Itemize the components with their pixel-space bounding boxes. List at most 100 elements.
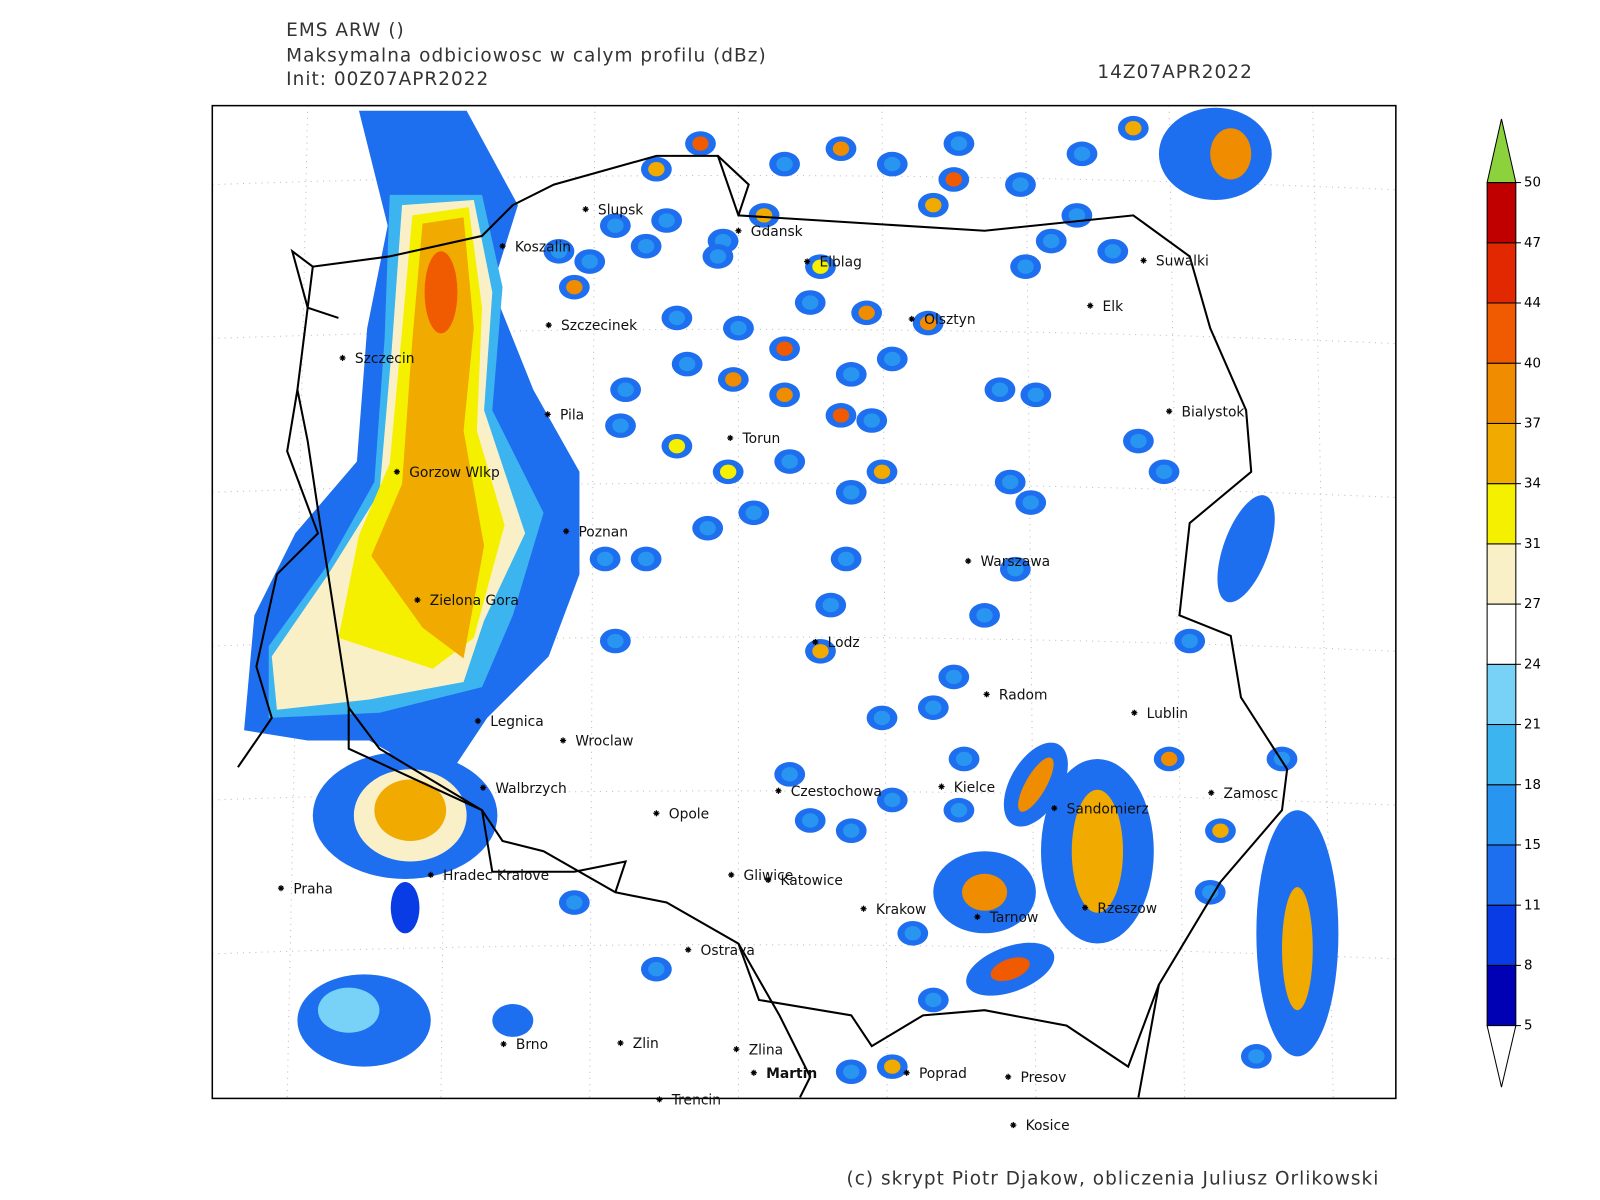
echo-cell-core bbox=[945, 669, 963, 685]
echo-cell-core bbox=[991, 382, 1009, 397]
city-label: Lodz bbox=[828, 635, 860, 651]
city-marker bbox=[775, 787, 782, 794]
echo-cell-core bbox=[607, 218, 624, 233]
city-marker bbox=[974, 913, 981, 920]
city-label: Brno bbox=[516, 1037, 548, 1053]
colorbar-segment bbox=[1486, 784, 1517, 846]
valid-time: 14Z07APR2022 bbox=[1097, 62, 1252, 83]
echo-cell-core bbox=[873, 710, 891, 726]
echo-cell-core bbox=[1202, 885, 1219, 900]
echo-area bbox=[317, 987, 380, 1033]
echo-cell-core bbox=[832, 141, 850, 156]
city-marker bbox=[750, 1069, 757, 1076]
echo-cell-core bbox=[637, 238, 655, 254]
colorbar-segment bbox=[1486, 663, 1517, 726]
echo-cell-core bbox=[843, 1064, 860, 1079]
init-time: Init: 00Z07APR2022 bbox=[286, 69, 489, 90]
city-marker bbox=[938, 783, 945, 790]
city-marker bbox=[582, 206, 589, 213]
echo-area bbox=[1217, 495, 1275, 603]
city-marker bbox=[544, 411, 551, 418]
echo-cell-core bbox=[1130, 433, 1147, 449]
map-frame bbox=[211, 104, 1397, 1100]
echo-cell-core bbox=[945, 172, 963, 187]
city-label: Elblag bbox=[819, 255, 861, 271]
colorbar-segment bbox=[1486, 182, 1517, 244]
city-marker bbox=[393, 468, 400, 475]
echo-cell-core bbox=[925, 700, 942, 715]
echo-cell-core bbox=[776, 156, 793, 172]
echo-cell-core bbox=[1007, 562, 1024, 577]
echo-cell-core bbox=[1248, 1049, 1265, 1064]
echo-cell-core bbox=[566, 895, 583, 910]
colorbar-segment bbox=[1486, 603, 1517, 665]
echo-cell-core bbox=[719, 464, 737, 479]
echo-area bbox=[371, 217, 485, 659]
city-label: Szczecinek bbox=[561, 318, 637, 334]
echo-cell-core bbox=[776, 341, 793, 356]
city-label: Trencin bbox=[671, 1093, 721, 1109]
echo-cell-core bbox=[950, 803, 968, 818]
city-label: Katowice bbox=[780, 873, 842, 889]
city-label: Ostrava bbox=[700, 943, 754, 959]
city-label: Poznan bbox=[578, 524, 628, 540]
city-marker bbox=[474, 717, 482, 725]
city-label: Kielce bbox=[954, 780, 995, 796]
echo-cell-core bbox=[781, 767, 798, 782]
echo-cell-core bbox=[884, 156, 901, 172]
echo-area bbox=[492, 1004, 534, 1037]
city-label: Tarnow bbox=[989, 910, 1039, 926]
colorbar-label: 11 bbox=[1524, 898, 1541, 913]
city-marker bbox=[735, 227, 742, 234]
echo-cell-core bbox=[812, 259, 829, 274]
city-marker bbox=[656, 1096, 663, 1103]
credit: (c) skrypt Piotr Djakow, obliczenia Juli… bbox=[847, 1169, 1380, 1190]
echo-cell-core bbox=[955, 751, 973, 767]
city-marker bbox=[908, 315, 915, 323]
city-label: Radom bbox=[999, 687, 1047, 703]
city-marker bbox=[1010, 1122, 1017, 1129]
echo-cell-core bbox=[725, 372, 742, 387]
city-label: Torun bbox=[742, 431, 781, 447]
colorbar-label: 50 bbox=[1524, 176, 1541, 191]
city-label: Zamosc bbox=[1224, 786, 1279, 802]
city-label: Gorzow Wlkp bbox=[409, 465, 500, 481]
echo-cell-core bbox=[904, 926, 921, 941]
city-marker bbox=[500, 1040, 507, 1048]
city-marker bbox=[685, 946, 692, 953]
colorbar-label: 40 bbox=[1524, 356, 1541, 371]
echo-cell-core bbox=[822, 597, 839, 613]
echo-cell-core bbox=[843, 367, 860, 382]
colorbar-label: 15 bbox=[1524, 838, 1541, 853]
city-label: Krakow bbox=[876, 902, 927, 918]
city-label: Poprad bbox=[919, 1066, 967, 1082]
echo-cell-core bbox=[648, 162, 665, 177]
echo-cell-core bbox=[1043, 233, 1060, 249]
colorbar-segment bbox=[1486, 242, 1517, 304]
city-marker bbox=[479, 784, 487, 791]
echo-cell-core bbox=[1073, 146, 1091, 162]
echo-cell-core bbox=[1068, 208, 1086, 223]
city-marker bbox=[545, 322, 552, 329]
city-label: Slupsk bbox=[598, 202, 643, 218]
echo-area bbox=[1018, 757, 1054, 812]
city-label: Zlina bbox=[749, 1042, 783, 1058]
city-marker bbox=[728, 871, 735, 878]
echo-cell-core bbox=[755, 208, 773, 223]
city-marker bbox=[339, 354, 346, 362]
echo-cell-core bbox=[925, 992, 942, 1008]
colorbar-label: 44 bbox=[1524, 296, 1541, 311]
colorbar-segment bbox=[1486, 724, 1517, 786]
echo-cell-core bbox=[843, 485, 860, 500]
city-label: Opole bbox=[669, 806, 709, 822]
echo-cell-core bbox=[884, 1059, 901, 1074]
colorbar-label: 34 bbox=[1524, 477, 1541, 492]
echo-cell-core bbox=[1181, 633, 1198, 649]
city-marker bbox=[903, 1069, 910, 1076]
echo-cell-core bbox=[925, 197, 942, 213]
city-marker bbox=[563, 528, 570, 535]
echo-cell-core bbox=[858, 305, 875, 320]
echo-area bbox=[1071, 789, 1124, 913]
echo-area bbox=[1210, 128, 1252, 180]
echo-area bbox=[962, 873, 1008, 911]
